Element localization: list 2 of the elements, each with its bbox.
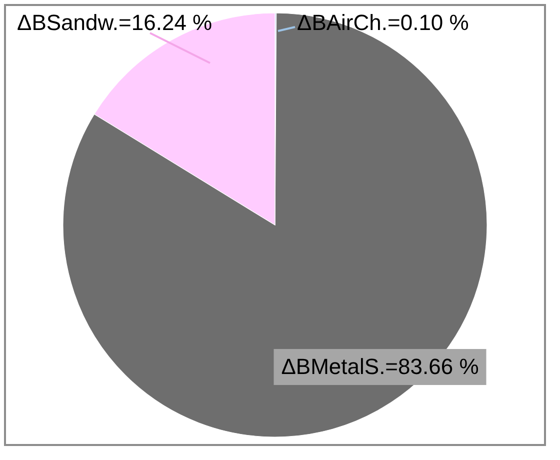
- data-label: ΔBSandw.=16.24 %: [17, 10, 212, 35]
- data-label: ΔBMetalS.=83.66 %: [281, 354, 479, 379]
